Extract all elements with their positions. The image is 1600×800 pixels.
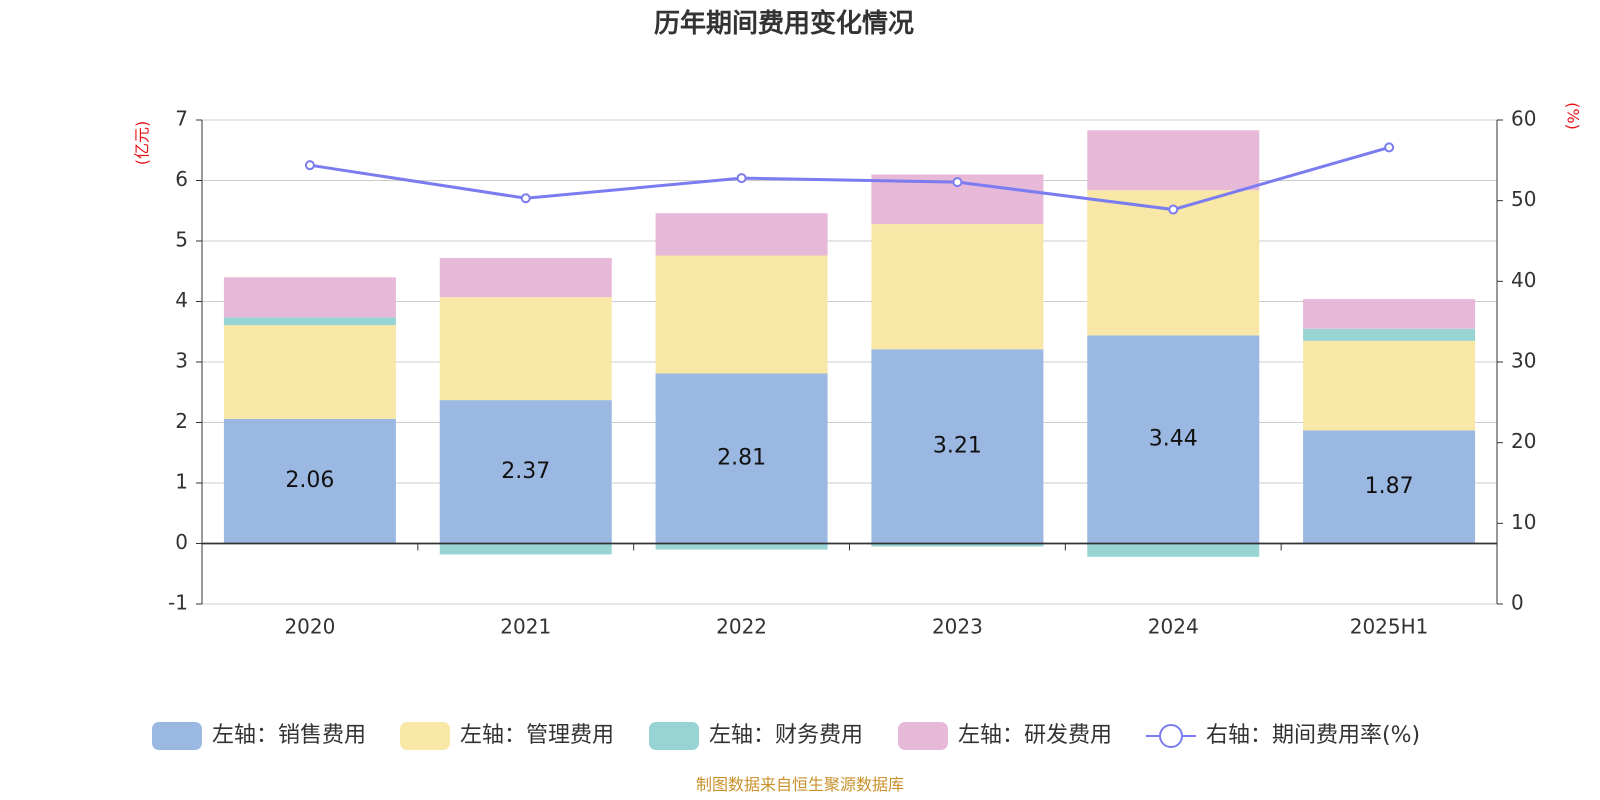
x-tick-label: 2022 [716, 615, 767, 639]
bar-segment [223, 277, 396, 318]
bar-segment [223, 317, 396, 326]
left-tick-label: 1 [175, 470, 188, 494]
legend-label: 左轴：销售费用 [212, 723, 366, 748]
bar-segment [655, 255, 828, 374]
left-tick-label: 2 [175, 409, 188, 433]
legend-swatch [400, 722, 450, 750]
legend-swatch [152, 722, 202, 750]
bar-segment [1303, 299, 1476, 329]
legend-label: 左轴：财务费用 [709, 723, 863, 748]
data-label: 3.21 [933, 433, 982, 458]
bar-segment [871, 224, 1044, 350]
bar-segment [439, 543, 612, 555]
left-tick-label: 4 [175, 288, 188, 312]
legend-circle-marker [1159, 724, 1183, 748]
legend-label: 右轴：期间费用率(%) [1206, 723, 1420, 748]
data-label: 2.37 [501, 459, 550, 484]
bar-segment [655, 543, 828, 550]
legend: 左轴：销售费用 左轴：管理费用 左轴：财务费用 左轴：研发费用 右轴：期间费用率(%) [152, 722, 1420, 750]
left-tick-label: 5 [175, 228, 188, 252]
bar-segment [871, 543, 1044, 547]
bar-segment [871, 349, 1044, 544]
left-tick-label: 7 [175, 107, 188, 131]
bar-segment [223, 418, 396, 544]
right-tick-label: 0 [1511, 591, 1524, 615]
bar-segment [655, 213, 828, 256]
rate-point [952, 177, 963, 188]
left-tick-label: 0 [175, 530, 188, 554]
x-tick-label: 2024 [1148, 615, 1199, 639]
data-label: 3.44 [1149, 426, 1198, 451]
data-labels: 2.06 2.37 2.81 3.21 3.44 1.87 [285, 426, 1413, 498]
bar-segment [1303, 430, 1476, 544]
right-axis-unit: (%) [1564, 102, 1583, 130]
axes: -1 0 1 2 3 4 5 6 7 0 10 20 30 40 50 60 2020 2021 2022 2023 2… [168, 107, 1536, 639]
x-tick-label: 2025H1 [1350, 615, 1429, 639]
data-label: 2.06 [285, 468, 334, 493]
right-tick-label: 10 [1511, 510, 1536, 534]
left-tick-label: 6 [175, 167, 188, 191]
right-tick-label: 20 [1511, 429, 1536, 453]
bar-segment [439, 400, 612, 544]
bar-segment [223, 325, 396, 419]
source-note: 制图数据来自恒生聚源数据库 [696, 775, 904, 794]
rate-line-path [309, 145, 1390, 212]
bar-segment [1303, 340, 1476, 431]
legend-swatch [898, 722, 948, 750]
bar-segment [1087, 130, 1260, 191]
right-tick-label: 40 [1511, 268, 1536, 292]
legend-label: 左轴：管理费用 [460, 723, 614, 748]
bar-segment [1087, 543, 1260, 557]
left-tick-label: -1 [168, 591, 188, 615]
rate-point [304, 160, 315, 171]
right-tick-label: 30 [1511, 349, 1536, 373]
bar-segment [1087, 335, 1260, 544]
bar-segment [655, 373, 828, 544]
bar-segment [439, 257, 612, 298]
grid-lines [202, 119, 1497, 605]
bar-segment [439, 297, 612, 401]
legend-swatch [649, 722, 699, 750]
chart-title: 历年期间费用变化情况 [654, 8, 914, 39]
rate-point [1168, 204, 1179, 215]
rate-point [1384, 142, 1395, 153]
data-label: 2.81 [717, 445, 766, 470]
rate-point [736, 173, 747, 184]
left-axis-unit: (亿元) [133, 121, 152, 166]
right-tick-label: 60 [1511, 107, 1536, 131]
x-tick-label: 2023 [932, 615, 983, 639]
x-tick-label: 2021 [500, 615, 551, 639]
rate-line [304, 142, 1395, 215]
x-tick-label: 2020 [284, 615, 335, 639]
data-label: 1.87 [1365, 474, 1414, 499]
legend-label: 左轴：研发费用 [958, 723, 1112, 748]
left-tick-label: 3 [175, 349, 188, 373]
right-tick-label: 50 [1511, 187, 1536, 211]
bar-segment [1303, 328, 1476, 341]
bars [202, 130, 1497, 557]
rate-point [520, 193, 531, 204]
